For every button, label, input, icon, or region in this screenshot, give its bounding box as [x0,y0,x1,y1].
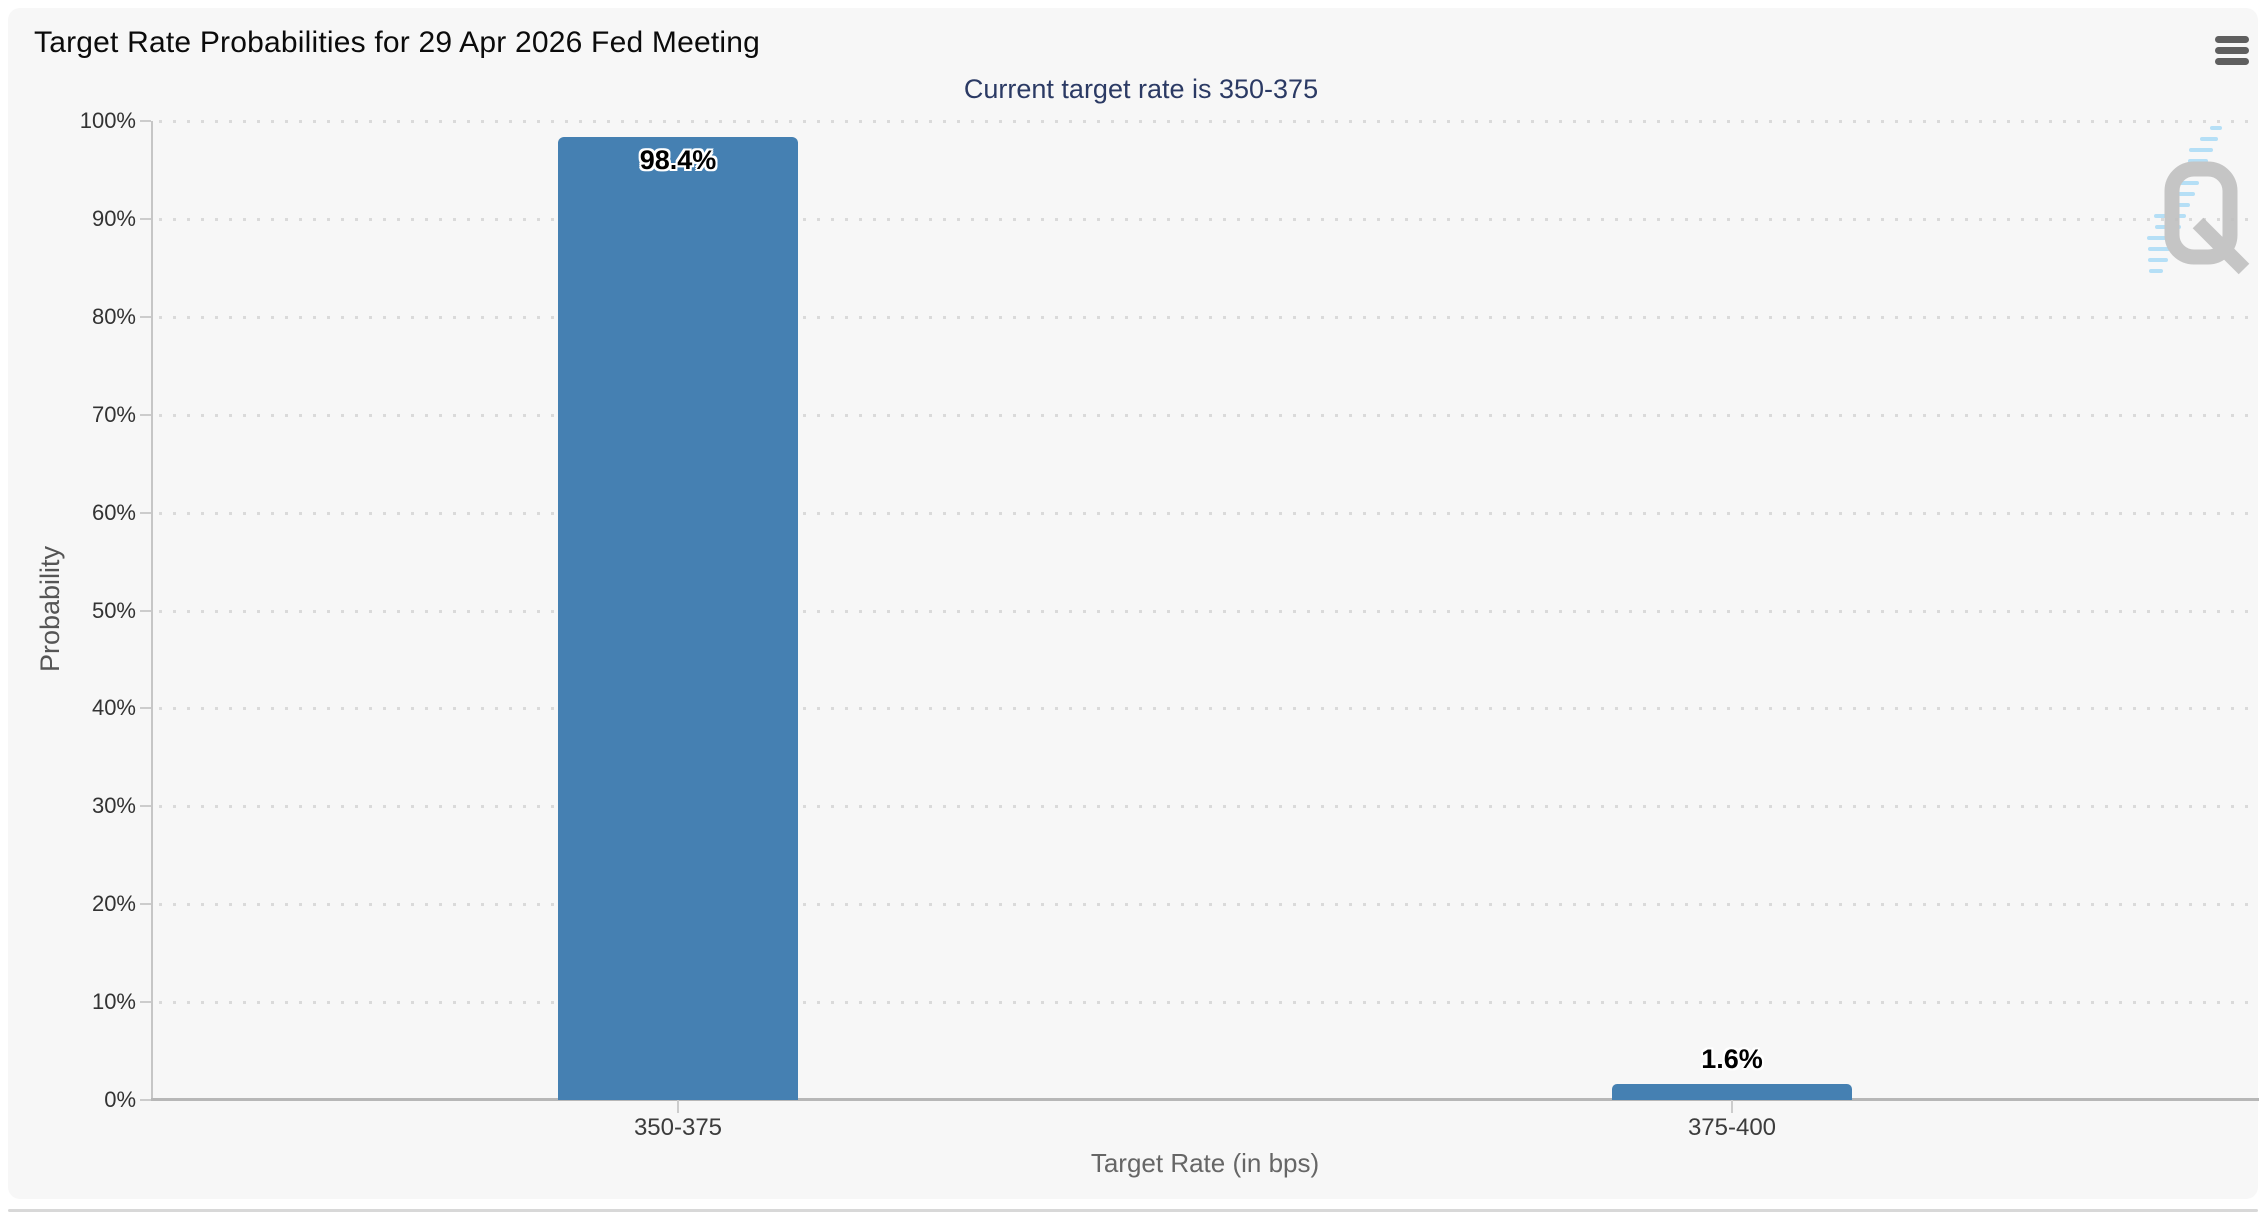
next-panel-top-edge [8,1209,2258,1212]
gridline-70 [159,413,2255,417]
y-tick-mark [140,217,151,220]
gridline-60 [159,511,2255,515]
gridline-20 [159,903,2255,907]
chart-title: Target Rate Probabilities for 29 Apr 202… [34,26,761,59]
y-tick-mark [140,903,151,906]
chart-context-menu-button[interactable] [2207,28,2257,76]
y-tick-label: 70% [91,401,136,427]
x-category-label: 375-400 [1687,1114,1777,1141]
y-tick-mark [140,315,151,318]
y-tick-mark [140,609,151,612]
chart-card: Target Rate Probabilities for 29 Apr 202… [8,8,2259,1199]
gridline-50 [159,609,2255,613]
y-tick-label: 80% [91,303,136,329]
x-axis-line [151,1098,2259,1101]
y-tick-mark [140,413,151,416]
x-axis-title: Target Rate (in bps) [1090,1148,1320,1178]
x-tick-mark [677,1100,679,1113]
gridline-90 [159,217,2255,221]
y-tick-label: 60% [91,499,136,525]
y-tick-label: 0% [104,1087,136,1112]
y-tick-label: 10% [91,989,136,1015]
y-tick-mark [140,1001,151,1004]
y-tick-label: 20% [91,891,136,917]
y-tick-mark [140,120,151,122]
bar-value-label: 1.6% [1701,1044,1763,1075]
y-tick-label: 40% [91,695,136,721]
y-tick-mark [140,707,151,710]
x-tick-mark [1731,1100,1733,1113]
quikstrike-q-logo [2147,126,2250,275]
chart-subtitle: Current target rate is 350-375 [963,74,1319,104]
y-tick-mark [140,511,151,514]
y-axis-line [151,121,153,1100]
gridline-100 [159,120,2255,123]
y-tick-mark [140,805,151,808]
bar-350-375[interactable] [558,136,798,1100]
gridline-40 [159,707,2255,711]
y-tick-label: 50% [91,597,136,623]
gridline-80 [159,315,2255,319]
y-tick-label: 90% [91,205,136,231]
bar-375-400[interactable] [1612,1084,1852,1100]
y-tick-label: 100% [79,108,136,133]
y-tick-label: 30% [91,793,136,819]
gridline-30 [159,805,2255,809]
bar-value-label: 98.4% [639,144,717,175]
x-category-label: 350-375 [633,1114,723,1141]
gridline-10 [159,1001,2255,1005]
y-tick-mark [140,1099,151,1101]
